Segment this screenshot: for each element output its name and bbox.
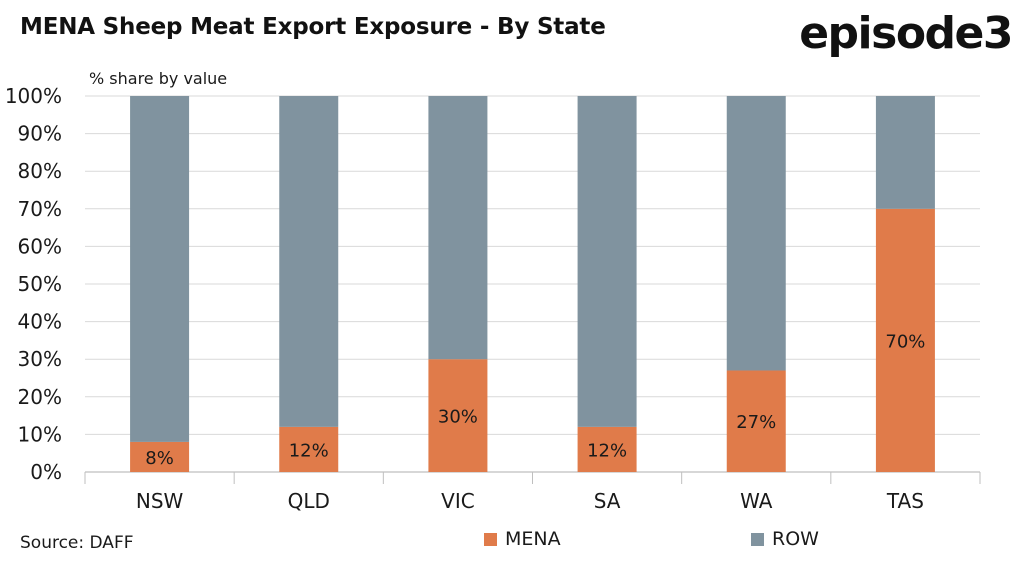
x-tick-label: VIC [441, 489, 475, 513]
y-tick-label: 100% [5, 84, 62, 108]
bar-mena-vic [428, 359, 488, 472]
x-tick-label: SA [594, 489, 621, 513]
legend-item-mena: MENA [484, 528, 561, 550]
bar-mena-wa [726, 370, 786, 472]
y-tick-label: 10% [18, 422, 62, 446]
chart-title: MENA Sheep Meat Export Exposure - By Sta… [20, 14, 606, 40]
y-tick-label: 80% [18, 159, 62, 183]
data-label: 27% [736, 412, 776, 433]
bar-row-wa [726, 96, 786, 371]
bar-mena-nsw [130, 441, 190, 472]
y-tick-label: 70% [18, 197, 62, 221]
bar-mena-qld [279, 426, 339, 472]
legend-label-row: ROW [772, 528, 819, 550]
x-tick-label: TAS [886, 489, 924, 513]
bar-mena-tas [875, 208, 935, 473]
data-label: 30% [438, 407, 478, 428]
bar-row-vic [428, 96, 488, 360]
legend-swatch-mena [484, 532, 497, 546]
y-tick-label: 20% [18, 385, 62, 409]
y-tick-label: 50% [18, 272, 62, 296]
y-tick-label: 30% [18, 347, 62, 371]
bar-row-sa [577, 96, 637, 427]
bar-mena-sa [577, 426, 637, 472]
legend-swatch-row [751, 532, 764, 546]
y-tick-label: 90% [18, 122, 62, 146]
bar-row-nsw [130, 96, 190, 442]
x-tick-label: QLD [288, 489, 330, 513]
x-tick-label: NSW [136, 489, 184, 513]
y-tick-label: 40% [18, 310, 62, 334]
bar-row-qld [279, 96, 339, 427]
data-label: 70% [885, 331, 925, 352]
x-tick-label: WA [740, 489, 773, 513]
source-note: Source: DAFF [20, 533, 134, 553]
legend-label-mena: MENA [505, 528, 561, 550]
bar-row-tas [875, 96, 935, 209]
data-label: 12% [587, 440, 627, 461]
y-axis-label: % share by value [89, 69, 227, 88]
brand-logo: episode3 [799, 8, 1013, 59]
legend-item-row: ROW [751, 528, 819, 550]
y-tick-label: 60% [18, 234, 62, 258]
data-label: 8% [145, 448, 174, 469]
data-label: 12% [289, 440, 329, 461]
y-tick-label: 0% [30, 460, 62, 484]
